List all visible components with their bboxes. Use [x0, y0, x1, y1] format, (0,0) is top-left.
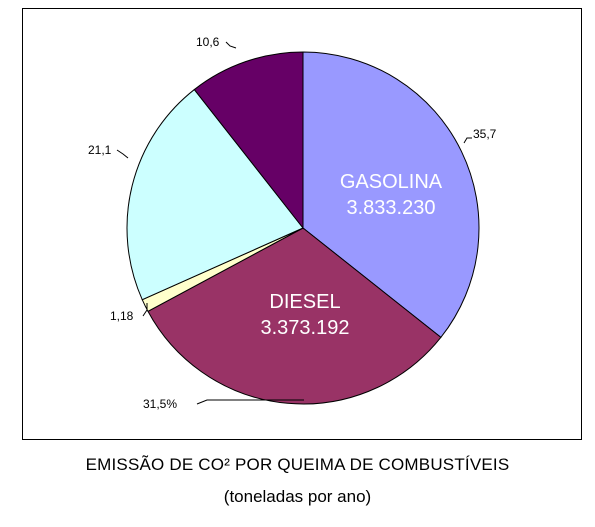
- leader-line-4: [225, 41, 237, 49]
- pie-slice-3: [126, 88, 304, 301]
- leader-line-3: [116, 149, 129, 159]
- slice-value-label-1: 31,5%: [143, 397, 177, 411]
- slice-inner-label-1-0: DIESEL: [269, 291, 340, 313]
- leader-line-2: [142, 303, 148, 317]
- slice-value-label-4: 10,6: [196, 35, 220, 49]
- slice-value-label-3: 21,1: [88, 143, 112, 157]
- leader-line-1: [196, 399, 304, 405]
- slice-inner-label-0-1: 3.833.230: [347, 197, 436, 219]
- slice-inner-label-0-0: GASOLINA: [340, 171, 443, 193]
- leader-line-0: [463, 137, 472, 144]
- slice-inner-label-1-1: 3.373.192: [261, 317, 350, 339]
- pie-slice-0: [302, 51, 480, 339]
- chart-subtitle: (toneladas por ano): [223, 487, 372, 506]
- chart-title: EMISSÃO DE CO² POR QUEIMA DE COMBUSTÍVEI…: [85, 455, 510, 474]
- slice-value-label-0: 35,7: [473, 127, 497, 141]
- pie-slice-1: [147, 227, 442, 405]
- slice-value-label-2: 1,18: [110, 309, 134, 323]
- pie-slice-4: [193, 51, 304, 230]
